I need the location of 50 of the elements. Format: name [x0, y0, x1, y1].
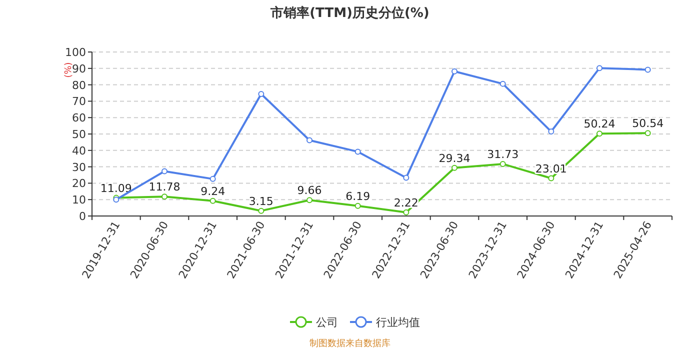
- legend-label: 行业均值: [376, 316, 420, 329]
- point: [162, 168, 168, 174]
- point: [162, 194, 168, 200]
- y-tick-label: 100: [65, 46, 86, 59]
- data-label: 11.78: [148, 180, 180, 194]
- legend-label: 公司: [316, 316, 338, 329]
- y-tick-label: 30: [72, 160, 86, 174]
- point: [403, 174, 410, 181]
- data-label: 11.09: [100, 182, 132, 195]
- legend-行业均值: 行业均值: [350, 316, 420, 329]
- y-tick-label: 10: [72, 194, 86, 207]
- point: [548, 175, 554, 182]
- point: [452, 164, 458, 171]
- y-tick-label: 70: [72, 95, 86, 108]
- chart-title: 市销率(TTM)历史分位(%): [270, 5, 430, 21]
- point: [258, 208, 264, 214]
- y-tick-label: 50: [72, 128, 86, 141]
- point: [548, 128, 554, 135]
- point: [500, 160, 506, 167]
- point: [354, 202, 361, 209]
- y-tick-label: 80: [72, 78, 86, 92]
- legend-公司: 公司: [290, 316, 338, 329]
- point: [644, 66, 651, 73]
- y-tick-label: 20: [72, 177, 86, 190]
- point: [210, 176, 216, 182]
- point: [258, 90, 264, 97]
- data-label: 50.24: [584, 118, 616, 131]
- data-label: 9.66: [297, 184, 322, 198]
- data-label: 50.54: [632, 117, 664, 130]
- data-label: 29.34: [438, 152, 470, 165]
- point: [500, 80, 506, 87]
- text: 制图数据来自数据库: [310, 338, 390, 349]
- y-tick-label: 0: [79, 210, 86, 223]
- y-tick-label: 40: [72, 144, 86, 158]
- y-axis-title: (%): [64, 62, 74, 78]
- data-label: 6.19: [346, 190, 370, 203]
- y-tick-label: 90: [72, 62, 86, 76]
- data-label: 31.73: [487, 148, 519, 161]
- point: [354, 148, 361, 155]
- point: [452, 68, 458, 74]
- point: [596, 130, 602, 137]
- point: [596, 65, 602, 72]
- point: [644, 130, 651, 136]
- point: [306, 197, 312, 204]
- data-label: 9.24: [200, 184, 226, 198]
- point: [210, 198, 216, 204]
- y-tick-label: 60: [72, 112, 86, 125]
- point: [306, 137, 312, 144]
- data-label: 3.15: [248, 194, 274, 208]
- point: [403, 209, 410, 216]
